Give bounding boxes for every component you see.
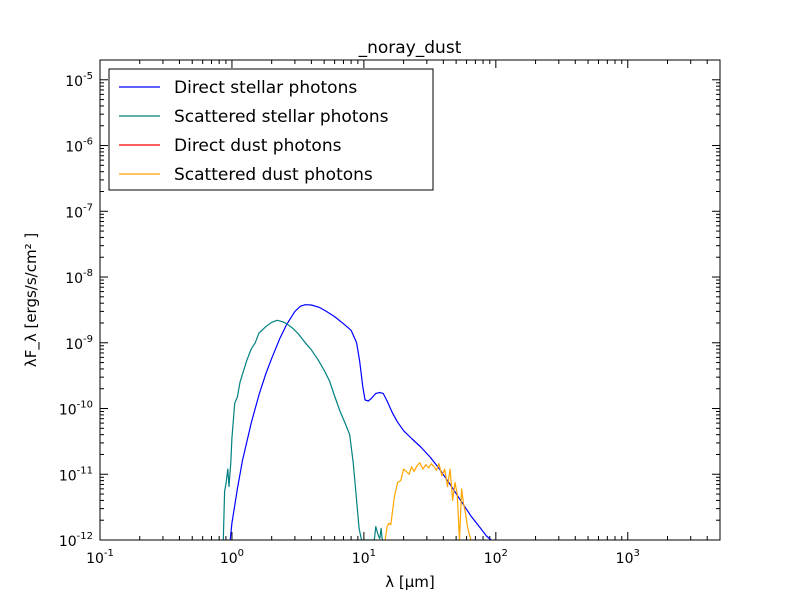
x_ticks-label: 100 [220,548,244,567]
chart-title: _noray_dust [358,38,462,58]
x_ticks-label: 103 [616,548,640,567]
tick-label-exponent: 2 [502,548,508,559]
y_ticks-label: 10-8 [65,268,93,287]
y-axis-label: λF_λ [ergs/s/cm² ] [22,233,41,367]
tick-label-exponent: 3 [634,548,640,559]
y_ticks-label: 10-9 [65,334,93,353]
tick-label-exponent: -7 [83,202,93,213]
y_ticks-label: 10-10 [59,400,93,419]
tick-label-exponent: -8 [83,268,93,279]
tick-label-base: 10 [65,337,83,353]
x-axis-label: λ [μm] [385,573,435,591]
legend-label: Scattered dust photons [174,165,373,185]
y_ticks-label: 10-6 [65,137,93,156]
tick-label-base: 10 [65,140,83,156]
legend-label: Scattered stellar photons [174,107,389,127]
tick-label-base: 10 [65,74,83,90]
x_ticks-label: 102 [484,548,508,567]
series-line-scattered-stellar-photons [222,319,383,540]
x_ticks-label: 101 [352,548,376,567]
y_ticks-label: 10-5 [65,71,93,90]
tick-label-base: 10 [65,205,83,221]
y_ticks-label: 10-7 [65,202,93,221]
tick-label-base: 10 [65,271,83,287]
tick-label-base: 10 [352,551,370,567]
series-line-scattered-dust-photons [384,462,472,540]
tick-label-base: 10 [86,551,104,567]
tick-label-exponent: -10 [77,400,93,411]
series-layer [222,304,492,540]
legend-label: Direct dust photons [174,136,342,156]
tick-label-base: 10 [59,468,77,484]
tick-label-exponent: -9 [83,334,93,345]
tick-label-base: 10 [484,551,502,567]
tick-label-exponent: -6 [83,137,93,148]
series-line-direct-stellar-photons [229,304,492,540]
tick-label-base: 10 [616,551,634,567]
tick-label-exponent: 1 [370,548,376,559]
tick-label-base: 10 [220,551,238,567]
tick-label-base: 10 [59,403,77,419]
tick-label-exponent: -5 [83,71,93,82]
legend-box [108,68,434,191]
tick-label-base: 10 [59,534,77,550]
tick-label-exponent: 0 [238,548,244,559]
plot-frame [99,59,721,541]
tick-label-exponent: -1 [104,548,114,559]
y_ticks-label: 10-11 [59,465,93,484]
tick-label-exponent: -12 [77,531,93,542]
tick-label-exponent: -11 [77,465,93,476]
legend-label: Direct stellar photons [174,78,357,98]
x-axis-ticks: 10-1 100 101 102 103 [86,60,721,567]
legend: Direct stellar photons Scattered stellar … [108,68,434,191]
y_ticks-label: 10-12 [59,531,93,550]
x_ticks-label: 10-1 [86,548,114,567]
